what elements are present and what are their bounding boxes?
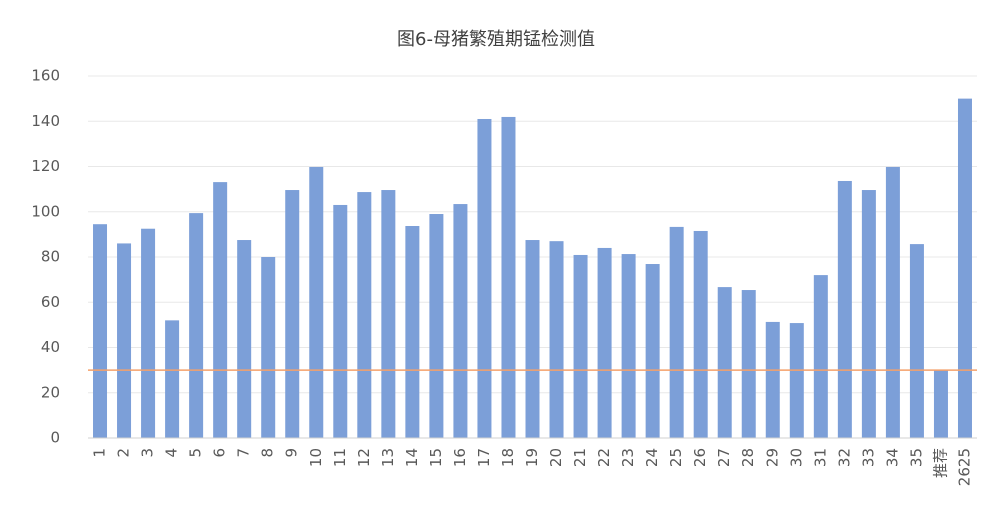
x-tick-label: 12: [355, 448, 373, 467]
x-tick-label: 32: [835, 448, 853, 467]
bar: [501, 116, 516, 439]
x-tick-label: 8: [259, 448, 277, 458]
x-tick-label: 11: [331, 448, 349, 467]
x-tick-label: 6: [211, 448, 229, 458]
x-tick-label: 3: [139, 448, 157, 458]
y-tick-label: 100: [31, 202, 60, 220]
bar: [885, 166, 900, 438]
x-tick-label: 25: [667, 448, 685, 467]
y-tick-label: 0: [50, 429, 60, 447]
bar: [789, 323, 804, 438]
bar: [285, 190, 300, 438]
chart-title: 图6-母猪繁殖期锰检测值: [397, 28, 595, 50]
x-tick-label: 24: [643, 448, 661, 467]
bar: [405, 226, 420, 438]
bar: [933, 370, 948, 438]
bar: [957, 98, 972, 438]
x-tick-label: 34: [883, 448, 901, 467]
bar: [693, 230, 708, 438]
bar: [741, 290, 756, 438]
bar: [237, 240, 252, 438]
x-tick-label: 20: [547, 448, 565, 467]
x-tick-label: 5: [187, 448, 205, 458]
bar: [837, 180, 852, 439]
y-tick-label: 20: [41, 383, 60, 401]
x-tick-label: 30: [787, 448, 805, 467]
x-tick-label: 4: [163, 448, 181, 458]
x-tick-label: 16: [451, 448, 469, 467]
x-tick-label: 29: [763, 448, 781, 467]
x-tick-label: 28: [739, 448, 757, 467]
bar: [429, 214, 444, 438]
x-tick-label: 18: [499, 448, 517, 467]
y-tick-label: 120: [31, 157, 60, 175]
bar: [381, 190, 396, 438]
y-tick-label: 140: [31, 112, 60, 130]
x-tick-label: 14: [403, 448, 421, 467]
x-tick-label: 9: [283, 448, 301, 458]
x-tick-label: 7: [235, 448, 253, 458]
bar: [117, 243, 132, 438]
bar: [597, 247, 612, 438]
x-tick-label: 21: [571, 448, 589, 467]
bar: [261, 257, 276, 438]
x-tick-label: 31: [811, 448, 829, 467]
x-tick-label: 15: [427, 448, 445, 467]
x-tick-label: 2625: [955, 448, 973, 486]
bar: [549, 241, 564, 438]
bar: [453, 204, 468, 438]
bar: [525, 240, 540, 438]
bar: [669, 226, 684, 438]
bar: [813, 275, 828, 438]
y-tick-label: 160: [31, 67, 60, 85]
bar: [357, 192, 372, 438]
y-tick-label: 60: [41, 293, 60, 311]
x-tick-label: 33: [859, 448, 877, 467]
bar: [861, 190, 876, 438]
x-tick-label: 23: [619, 448, 637, 467]
x-tick-label: 2: [115, 448, 133, 458]
bar: [909, 244, 924, 438]
x-tick-label: 13: [379, 448, 397, 467]
bar: [141, 228, 156, 438]
bar: [645, 264, 660, 438]
bar: [165, 320, 180, 438]
bar: [213, 182, 228, 438]
x-tick-label: 19: [523, 448, 541, 467]
bar: [477, 118, 492, 439]
x-tick-label: 35: [907, 448, 925, 467]
bar: [333, 204, 348, 438]
bar: [93, 224, 108, 438]
bar: [621, 254, 636, 438]
x-tick-label: 26: [691, 448, 709, 467]
x-tick-label: 22: [595, 448, 613, 467]
bar: [717, 287, 732, 438]
x-tick-label: 10: [307, 448, 325, 467]
x-tick-label: 推荐: [931, 448, 949, 478]
bar: [765, 321, 780, 438]
bar: [573, 254, 588, 438]
bar: [189, 213, 204, 438]
x-tick-label: 1: [91, 448, 109, 458]
x-tick-label: 17: [475, 448, 493, 467]
y-tick-label: 80: [41, 248, 60, 266]
y-tick-label: 40: [41, 338, 60, 356]
bar: [309, 166, 324, 438]
x-tick-label: 27: [715, 448, 733, 467]
